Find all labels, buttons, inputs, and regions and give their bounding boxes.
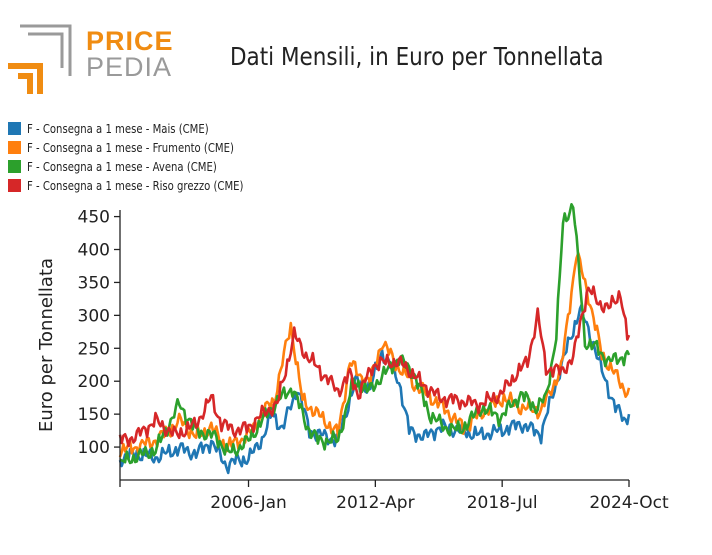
y-axis-label: Euro per Tonnellata [36,258,57,432]
logo-word-pedia: PEDIA [86,52,173,82]
series-line-0 [118,303,631,475]
y-tick-label: 400 [78,241,110,261]
y-tick-label: 350 [78,273,110,293]
chart-legend: F - Consegna a 1 mese - Mais (CME) F - C… [8,119,285,195]
logo-mark-icon [8,24,72,94]
x-tick-label: 2024-Oct [589,493,669,513]
legend-item-avena[interactable]: F - Consegna a 1 mese - Avena (CME) [8,157,285,176]
x-tick-label: 2012-Apr [336,493,414,513]
legend-swatch-mais [8,122,21,135]
pricepedia-logo: PRICE PEDIA [8,22,173,94]
legend-label: F - Consegna a 1 mese - Avena (CME) [27,159,217,174]
axis-layer: 100 150 200 250 300 350 400 450 2006-Jan 2012-Apr… [78,208,669,513]
legend-item-riso[interactable]: F - Consegna a 1 mese - Riso grezzo (CME… [8,176,285,195]
legend-label: F - Consegna a 1 mese - Frumento (CME) [27,140,234,155]
legend-item-frumento[interactable]: F - Consegna a 1 mese - Frumento (CME) [8,138,285,157]
y-tick-label: 100 [78,438,110,458]
legend-swatch-riso [8,179,21,192]
legend-label: F - Consegna a 1 mese - Mais (CME) [27,121,209,136]
legend-item-mais[interactable]: F - Consegna a 1 mese - Mais (CME) [8,119,285,138]
logo-word-price: PRICE [86,26,174,56]
y-tick-label: 200 [78,372,110,392]
legend-swatch-frumento [8,141,21,154]
series-line-2 [119,203,631,465]
series-line-3 [118,285,631,448]
y-tick-label: 300 [78,306,110,326]
x-tick-label: 2018-Jul [467,493,538,513]
y-tick-label: 450 [78,208,110,228]
series-layer [118,203,631,475]
y-tick-label: 150 [78,405,110,425]
x-tick-label: 2006-Jan [210,493,287,513]
chart-title: Dati Mensili, in Euro per Tonnellata [230,42,604,71]
legend-label: F - Consegna a 1 mese - Riso grezzo (CME… [27,178,244,193]
legend-swatch-avena [8,160,21,173]
y-tick-label: 250 [78,339,110,359]
